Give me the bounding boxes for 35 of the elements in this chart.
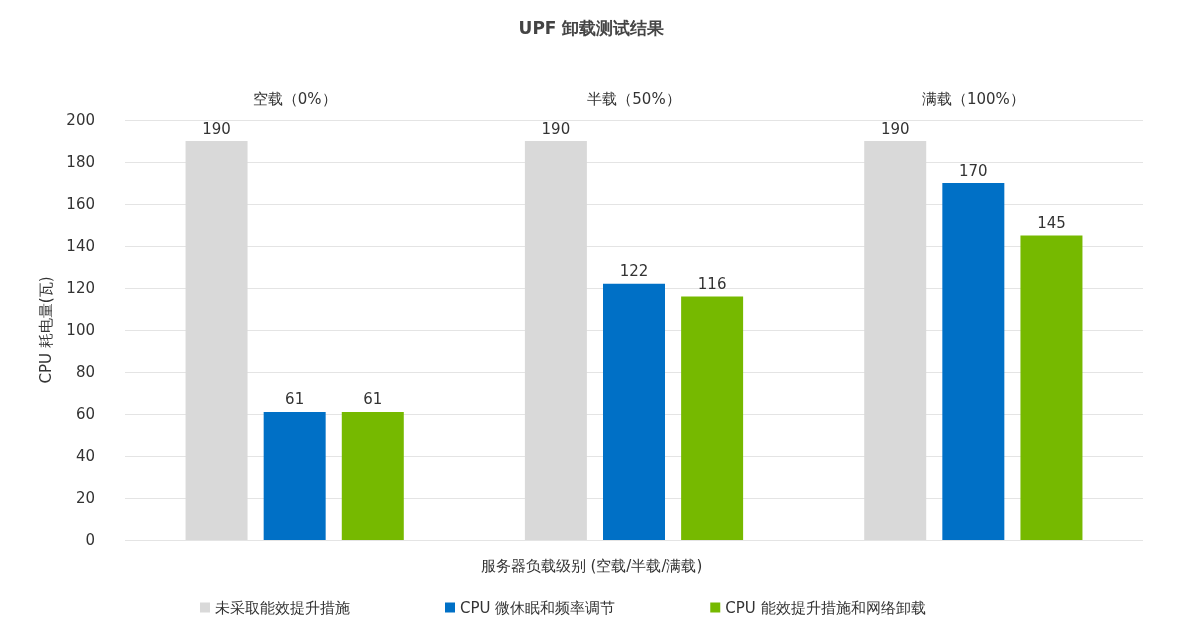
y-tick-label: 80 xyxy=(75,363,95,381)
y-tick-label: 100 xyxy=(66,321,95,339)
y-tick-label: 200 xyxy=(66,111,95,129)
y-tick-label: 180 xyxy=(66,153,95,171)
y-tick-label: 40 xyxy=(75,447,95,465)
data-label: 122 xyxy=(619,262,649,281)
y-tick-label: 20 xyxy=(75,489,95,507)
y-axis-title: CPU 耗电量(瓦) xyxy=(36,276,55,384)
data-label: 190 xyxy=(880,119,910,138)
bar xyxy=(942,183,1005,540)
x-tick-label: 空载（0%） xyxy=(252,89,337,108)
y-tick-label: 60 xyxy=(75,405,95,423)
bar xyxy=(1020,235,1083,540)
bar xyxy=(603,283,665,540)
x-tick-label: 半载（50%） xyxy=(587,89,681,108)
data-label: 61 xyxy=(363,390,383,409)
x-tick-label: 满载（100%） xyxy=(921,89,1025,108)
bar xyxy=(341,411,404,540)
data-label: 116 xyxy=(697,274,727,293)
data-label: 61 xyxy=(285,390,305,409)
bar xyxy=(263,411,326,540)
data-label: 170 xyxy=(959,161,988,180)
legend-label: CPU 能效提升措施和网络卸载 xyxy=(725,598,926,617)
data-label: 190 xyxy=(202,119,231,138)
y-tick-label: 160 xyxy=(66,195,95,213)
legend-label: 未采取能效提升措施 xyxy=(215,598,350,617)
bar xyxy=(681,296,744,540)
x-axis-title: 服务器负载级别 (空载/半载/满载) xyxy=(480,556,703,575)
chart-title: UPF 卸载测试结果 xyxy=(518,17,666,38)
y-tick-label: 0 xyxy=(85,531,95,549)
legend-label: CPU 微休眠和频率调节 xyxy=(460,598,616,617)
data-label: 145 xyxy=(1037,214,1066,232)
y-tick-label: 120 xyxy=(66,279,95,297)
y-tick-label: 140 xyxy=(66,237,95,255)
data-label: 190 xyxy=(541,119,571,138)
